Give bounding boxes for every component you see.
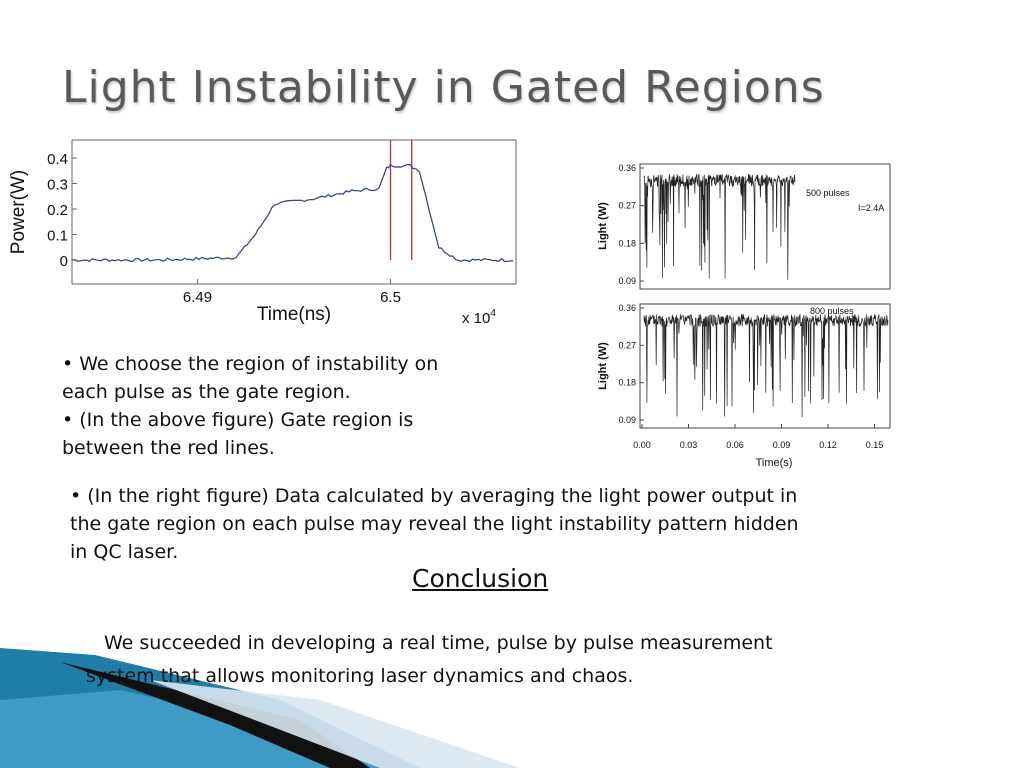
y-tick-label: 0.36 — [618, 303, 636, 313]
x-tick-label: 0.03 — [680, 440, 698, 450]
x-tick-label: 0.06 — [726, 440, 744, 450]
top-y-ticks: 0.36 0.27 0.18 0.09 — [618, 163, 644, 286]
y-tick-label: 0.27 — [618, 340, 636, 350]
bottom-annotation-pulses: 800 pulses — [810, 306, 854, 316]
y-tick-label: 0.4 — [47, 151, 68, 168]
x-axis-label: Time(s) — [756, 457, 793, 469]
top-annotation-current: I=2.4A — [858, 203, 884, 213]
conclusion-line: We succeeded in developing a real time, … — [104, 632, 773, 654]
y-tick-label: 0.36 — [618, 163, 636, 173]
x-tick-label: 0.12 — [819, 440, 837, 450]
left-bullets: • We choose the region of instability on… — [62, 350, 438, 462]
x-ticks: 0.00 0.03 0.06 0.09 0.12 0.15 — [633, 424, 883, 450]
slide-title: Light Instability in Gated Regions — [62, 62, 825, 113]
bullet-line: between the red lines. — [62, 437, 275, 459]
y-tick-label: 0.1 — [47, 228, 68, 245]
x-axis-label: Time(ns) — [257, 304, 331, 325]
conclusion-line: system that allows monitoring laser dyna… — [86, 665, 634, 687]
conclusion-text-2: system that allows monitoring laser dyna… — [86, 662, 633, 690]
x-tick-label: 0.00 — [633, 440, 651, 450]
x-ticks: 6.496.56.51 — [183, 279, 401, 306]
bullet-line: in QC laser. — [70, 541, 179, 563]
x-tick-label: 0.15 — [866, 440, 884, 450]
bottom-plot-frame — [639, 303, 891, 429]
y-tick-label: 0.3 — [47, 177, 68, 194]
y-tick-label: 0.09 — [618, 276, 636, 286]
x-tick-label: 6.49 — [183, 289, 212, 306]
plot-frame — [71, 139, 517, 285]
light-pulses-chart: 0.360.270.180.09 0.360.270.180.09 0.00 0.… — [597, 163, 891, 469]
bottom-light-trace — [643, 313, 889, 418]
top-y-axis-label: Light (W) — [597, 202, 609, 250]
top-annotation-pulses: 500 pulses — [806, 188, 850, 198]
y-axis-label: Power(W) — [8, 170, 29, 254]
conclusion-text: We succeeded in developing a real time, … — [104, 624, 773, 662]
x-multiplier: x 104 — [462, 308, 496, 327]
x-tick-label: 0.09 — [773, 440, 791, 450]
y-tick-label: 0.09 — [618, 415, 636, 425]
y-tick-label: 0 — [60, 253, 68, 270]
bullet-line: • (In the above figure) Gate region is — [62, 409, 414, 431]
y-tick-label: 0.18 — [618, 378, 636, 388]
x-tick-label: 6.5 — [380, 289, 401, 306]
right-figure-bullet: • (In the right figure) Data calculated … — [70, 482, 799, 566]
bullet-line: the gate region on each pulse may reveal… — [70, 513, 799, 535]
y-ticks: 0 0.1 0.2 0.3 0.4 — [47, 151, 77, 270]
bottom-y-axis-label: Light (W) — [597, 342, 609, 390]
power-vs-time-chart: 00.10.20.30.4 6.496.56.51 Power(W) Time(… — [8, 139, 517, 327]
y-tick-label: 0.27 — [618, 201, 636, 211]
y-tick-label: 0.18 — [618, 238, 636, 248]
conclusion-heading: Conclusion — [412, 564, 549, 593]
bottom-y-ticks: 0.36 0.27 0.18 0.09 — [618, 303, 644, 425]
bullet-line: each pulse as the gate region. — [62, 381, 351, 403]
bullet-line: • (In the right figure) Data calculated … — [70, 485, 798, 507]
top-plot-frame — [639, 163, 891, 290]
top-light-trace — [643, 173, 796, 280]
bullet-line: • We choose the region of instability on — [62, 353, 439, 375]
power-trace — [71, 163, 514, 263]
y-tick-label: 0.2 — [47, 202, 68, 219]
